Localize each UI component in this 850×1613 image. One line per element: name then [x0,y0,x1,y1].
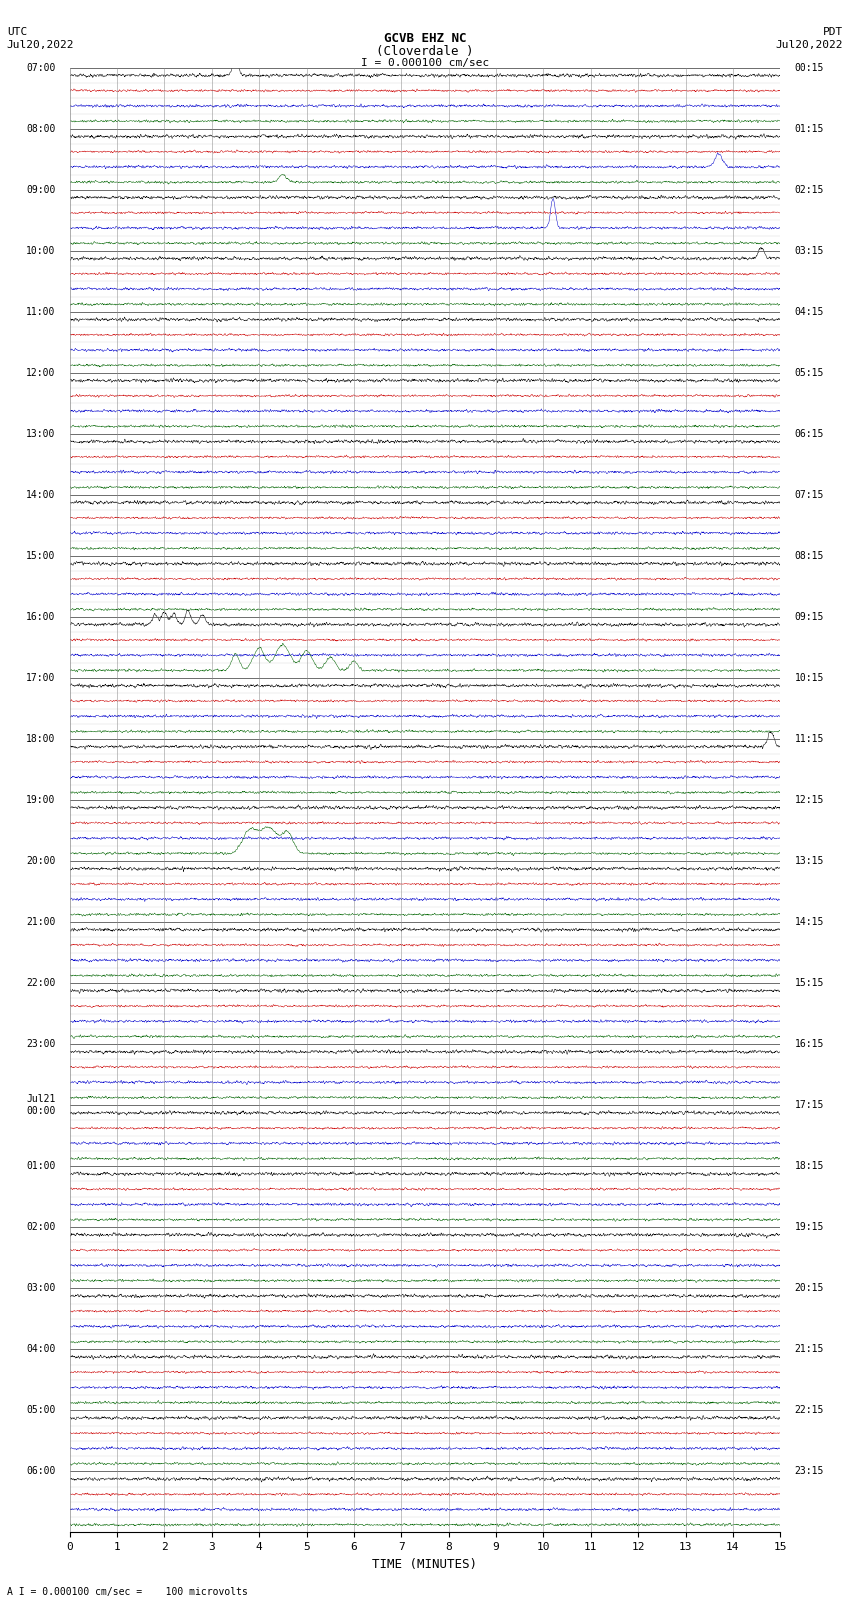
Text: 02:00: 02:00 [26,1223,55,1232]
Text: UTC: UTC [7,27,27,37]
Text: 11:15: 11:15 [795,734,824,744]
Text: 19:15: 19:15 [795,1223,824,1232]
Text: A I = 0.000100 cm/sec =    100 microvolts: A I = 0.000100 cm/sec = 100 microvolts [7,1587,247,1597]
Text: 07:00: 07:00 [26,63,55,73]
Text: 17:15: 17:15 [795,1100,824,1110]
Text: 22:00: 22:00 [26,977,55,989]
Text: 08:15: 08:15 [795,552,824,561]
Text: 04:00: 04:00 [26,1344,55,1355]
Text: 13:15: 13:15 [795,857,824,866]
Text: 18:00: 18:00 [26,734,55,744]
Text: Jul20,2022: Jul20,2022 [7,40,74,50]
Text: 18:15: 18:15 [795,1161,824,1171]
Text: 08:00: 08:00 [26,124,55,134]
Text: 02:15: 02:15 [795,185,824,195]
Text: 14:00: 14:00 [26,490,55,500]
Text: 21:00: 21:00 [26,918,55,927]
Text: 01:15: 01:15 [795,124,824,134]
Text: I = 0.000100 cm/sec: I = 0.000100 cm/sec [361,58,489,68]
Text: 03:00: 03:00 [26,1284,55,1294]
Text: 00:15: 00:15 [795,63,824,73]
Text: PDT: PDT [823,27,843,37]
Text: Jul21: Jul21 [26,1094,55,1105]
Text: 07:15: 07:15 [795,490,824,500]
Text: 03:15: 03:15 [795,245,824,256]
Text: 12:00: 12:00 [26,368,55,377]
Text: 20:15: 20:15 [795,1284,824,1294]
Text: 16:15: 16:15 [795,1039,824,1048]
Text: 10:00: 10:00 [26,245,55,256]
Text: (Cloverdale ): (Cloverdale ) [377,45,473,58]
Text: 23:15: 23:15 [795,1466,824,1476]
Text: 00:00: 00:00 [26,1107,55,1116]
Text: 10:15: 10:15 [795,673,824,682]
Text: 04:15: 04:15 [795,306,824,316]
Text: 19:00: 19:00 [26,795,55,805]
Text: 11:00: 11:00 [26,306,55,316]
Text: 05:00: 05:00 [26,1405,55,1415]
Text: 05:15: 05:15 [795,368,824,377]
Text: 17:00: 17:00 [26,673,55,682]
Text: 21:15: 21:15 [795,1344,824,1355]
Text: 09:00: 09:00 [26,185,55,195]
Text: 15:00: 15:00 [26,552,55,561]
X-axis label: TIME (MINUTES): TIME (MINUTES) [372,1558,478,1571]
Text: 14:15: 14:15 [795,918,824,927]
Text: 06:00: 06:00 [26,1466,55,1476]
Text: 20:00: 20:00 [26,857,55,866]
Text: 23:00: 23:00 [26,1039,55,1048]
Text: 22:15: 22:15 [795,1405,824,1415]
Text: 09:15: 09:15 [795,611,824,623]
Text: GCVB EHZ NC: GCVB EHZ NC [383,32,467,45]
Text: 13:00: 13:00 [26,429,55,439]
Text: 12:15: 12:15 [795,795,824,805]
Text: 16:00: 16:00 [26,611,55,623]
Text: Jul20,2022: Jul20,2022 [776,40,843,50]
Text: 06:15: 06:15 [795,429,824,439]
Text: 15:15: 15:15 [795,977,824,989]
Text: 01:00: 01:00 [26,1161,55,1171]
